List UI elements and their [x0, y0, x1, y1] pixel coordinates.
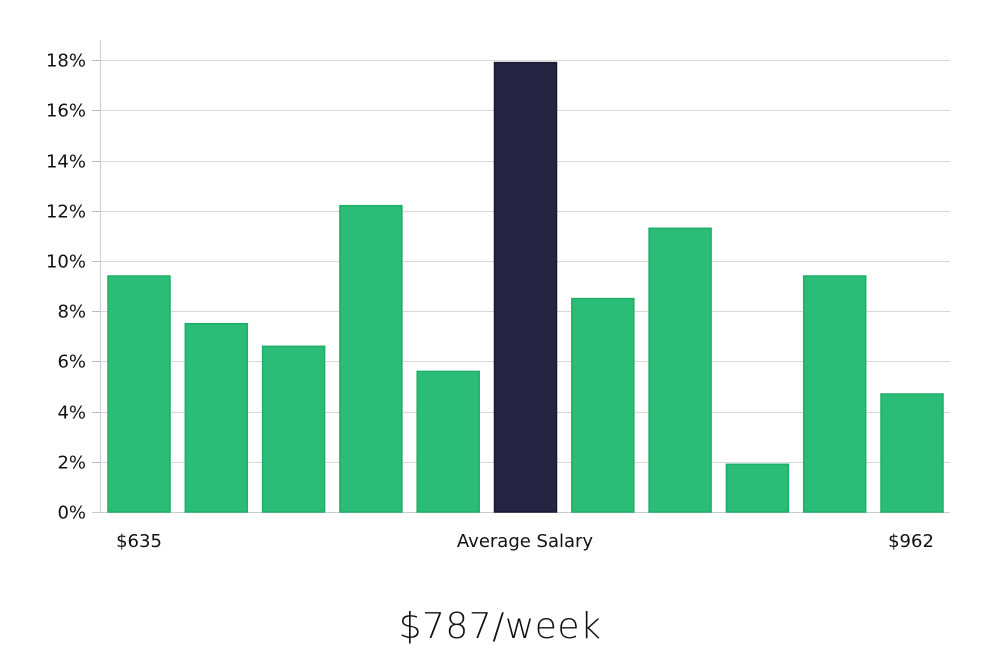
- y-tick-label: 10%: [46, 252, 86, 273]
- bar: [184, 322, 249, 513]
- y-tick-label: 14%: [46, 152, 86, 173]
- bar: [880, 393, 944, 513]
- y-tick-label: 18%: [46, 51, 86, 72]
- y-tick-label: 0%: [57, 503, 86, 524]
- y-tick-label: 2%: [57, 453, 86, 474]
- x-label-center: Average Salary: [457, 531, 594, 552]
- x-axis: $635 Average Salary $962: [116, 531, 934, 552]
- y-tick-label: 4%: [57, 403, 86, 424]
- bar: [725, 463, 790, 513]
- y-axis: 0% 2% 4% 6% 8% 10% 12% 14% 16% 18%: [46, 40, 950, 524]
- y-tick-label: 16%: [46, 101, 86, 122]
- y-tick-label: 8%: [57, 302, 86, 323]
- y-tick-label: 6%: [57, 352, 86, 373]
- bar: [648, 227, 712, 513]
- bar: [802, 275, 867, 513]
- bars: [107, 61, 944, 513]
- bar: [261, 345, 326, 513]
- bar-average-salary: [493, 61, 558, 513]
- bar: [339, 204, 403, 513]
- salary-histogram-chart: 0% 2% 4% 6% 8% 10% 12% 14% 16% 18% $635 Average S…: [46, 40, 950, 552]
- x-label-min: $635: [116, 531, 162, 552]
- bar: [107, 275, 171, 513]
- y-tick-label: 12%: [46, 202, 86, 223]
- x-label-max: $962: [888, 531, 934, 552]
- average-salary-value: $787/week: [398, 606, 602, 647]
- bar: [571, 297, 635, 513]
- bar: [416, 370, 480, 513]
